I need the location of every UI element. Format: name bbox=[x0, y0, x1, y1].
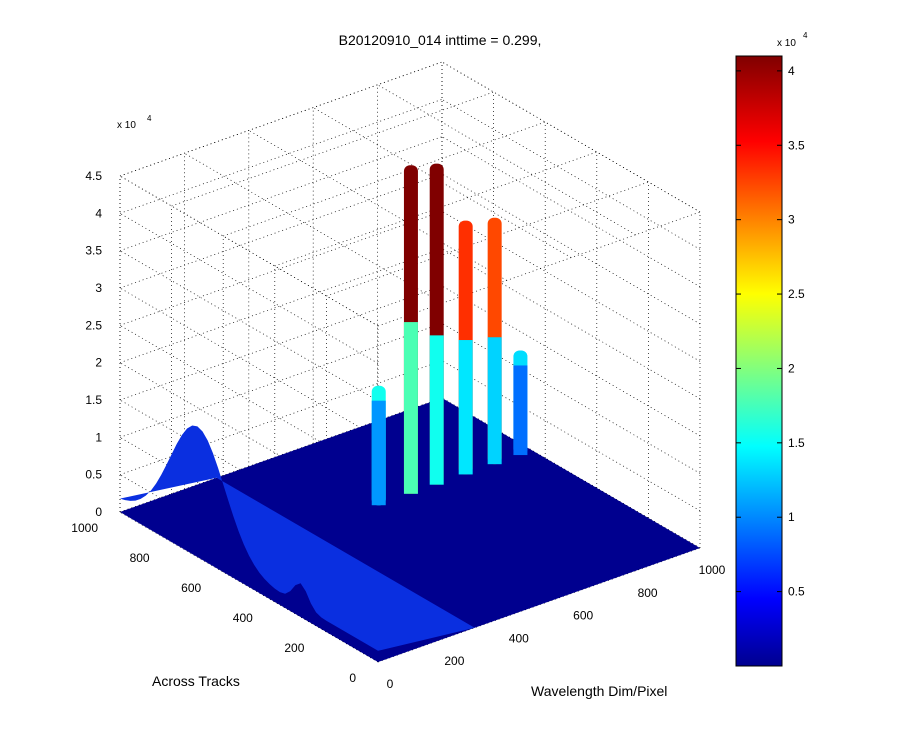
x-axis-label: Wavelength Dim/Pixel bbox=[531, 683, 667, 699]
colorbar-ticks: 0.5 1 1.5 2 2.5 3 3.5 4 bbox=[736, 64, 805, 599]
grid-line bbox=[119, 213, 379, 364]
spectral-peak-base bbox=[513, 365, 528, 456]
grid-line bbox=[313, 107, 572, 258]
colorbar: 0.5 1 1.5 2 2.5 3 3.5 4 x 10 4 bbox=[735, 31, 808, 667]
x-tick-label: 600 bbox=[573, 609, 593, 623]
colorbar-tick-label: 2 bbox=[788, 361, 795, 375]
grid-line bbox=[119, 99, 443, 214]
grid-line bbox=[171, 91, 494, 207]
grid-line bbox=[441, 285, 701, 437]
y-tick-label: 600 bbox=[181, 581, 201, 595]
grid-line bbox=[119, 61, 443, 177]
colorbar-multiplier: x 10 bbox=[777, 38, 796, 49]
grid-line bbox=[119, 325, 379, 476]
x-tick-label: 200 bbox=[444, 654, 464, 668]
z-tick-label: 1.5 bbox=[85, 393, 102, 407]
z-axis-multiplier: x 10 4 bbox=[117, 114, 152, 131]
grid-line bbox=[441, 360, 701, 511]
colorbar-tick-label: 1 bbox=[788, 510, 795, 524]
y-tick-label: 200 bbox=[284, 641, 304, 655]
grid-line bbox=[119, 362, 379, 513]
spectral-peak-base bbox=[403, 322, 418, 494]
colorbar-tick-label: 1.5 bbox=[788, 436, 805, 450]
grid-line bbox=[441, 99, 701, 250]
x-tick-label: 400 bbox=[509, 631, 529, 645]
y-tick-label: 0 bbox=[349, 671, 356, 685]
grid-line bbox=[441, 173, 701, 325]
chart-title: B20120910_014 inttime = 0.299, bbox=[339, 32, 542, 48]
z-tick-label: 4 bbox=[95, 206, 102, 220]
grid-line bbox=[441, 248, 701, 399]
z-tick-label: 2 bbox=[95, 356, 102, 370]
z-tick-label: 1 bbox=[95, 430, 102, 444]
grid-line bbox=[223, 121, 546, 237]
colorbar-tick-label: 0.5 bbox=[788, 585, 805, 599]
grid-line bbox=[377, 211, 701, 327]
z-tick-label: 0 bbox=[95, 505, 102, 519]
y-tick-label: 800 bbox=[130, 551, 150, 565]
grid-line bbox=[326, 181, 649, 297]
grid-line bbox=[119, 285, 443, 401]
spectral-peak-base bbox=[371, 400, 386, 506]
grid-line bbox=[441, 323, 701, 474]
grid-line bbox=[274, 151, 597, 267]
grid-line bbox=[441, 211, 701, 362]
spectral-peak-base bbox=[458, 340, 473, 475]
spectral-peak-base bbox=[487, 337, 502, 465]
grid-line bbox=[377, 84, 636, 236]
grid-line bbox=[119, 399, 379, 551]
y-axis-label: Across Tracks bbox=[152, 673, 240, 689]
z-tick-label: 4.5 bbox=[85, 169, 102, 183]
grid-line bbox=[119, 287, 379, 439]
z-tick-label: 2.5 bbox=[85, 318, 102, 332]
background-hump bbox=[120, 425, 475, 651]
z-tick-label: 3 bbox=[95, 281, 102, 295]
grid-line bbox=[119, 175, 379, 327]
colorbar-exponent: 4 bbox=[803, 31, 808, 40]
grid-line bbox=[119, 173, 443, 289]
colorbar-tick-label: 2.5 bbox=[788, 287, 805, 301]
colorbar-tick-label: 3.5 bbox=[788, 138, 805, 152]
colorbar-tick-label: 3 bbox=[788, 213, 795, 227]
z-multiplier-exponent: 4 bbox=[147, 114, 152, 123]
grid-line bbox=[119, 437, 379, 588]
surface bbox=[120, 163, 700, 662]
x-tick-label: 0 bbox=[387, 677, 394, 691]
grid-line bbox=[119, 250, 379, 401]
axes: 0 0.5 1 1.5 2 2.5 3 3.5 4 4.5 0 200 400 600 800 1000 0 20… bbox=[71, 169, 725, 691]
grid-line bbox=[248, 130, 507, 281]
grid-line bbox=[441, 136, 701, 287]
spectral-peak-base bbox=[429, 335, 444, 485]
colorbar-gradient bbox=[735, 55, 783, 667]
grid-line bbox=[184, 152, 443, 304]
z-multiplier-label: x 10 bbox=[117, 120, 136, 131]
surface-floor bbox=[120, 398, 700, 662]
grid-line bbox=[119, 211, 443, 326]
z-tick-label: 3.5 bbox=[85, 244, 102, 258]
colorbar-tick-label: 4 bbox=[788, 64, 795, 78]
grid-line bbox=[119, 323, 443, 438]
y-tick-label: 400 bbox=[233, 611, 253, 625]
grid-line bbox=[441, 61, 701, 213]
x-tick-label: 1000 bbox=[699, 563, 726, 577]
z-tick-label: 0.5 bbox=[85, 468, 102, 482]
grid-line bbox=[119, 136, 443, 251]
y-tick-label: 1000 bbox=[71, 521, 98, 535]
x-tick-label: 800 bbox=[638, 586, 658, 600]
grid-line bbox=[119, 248, 443, 363]
